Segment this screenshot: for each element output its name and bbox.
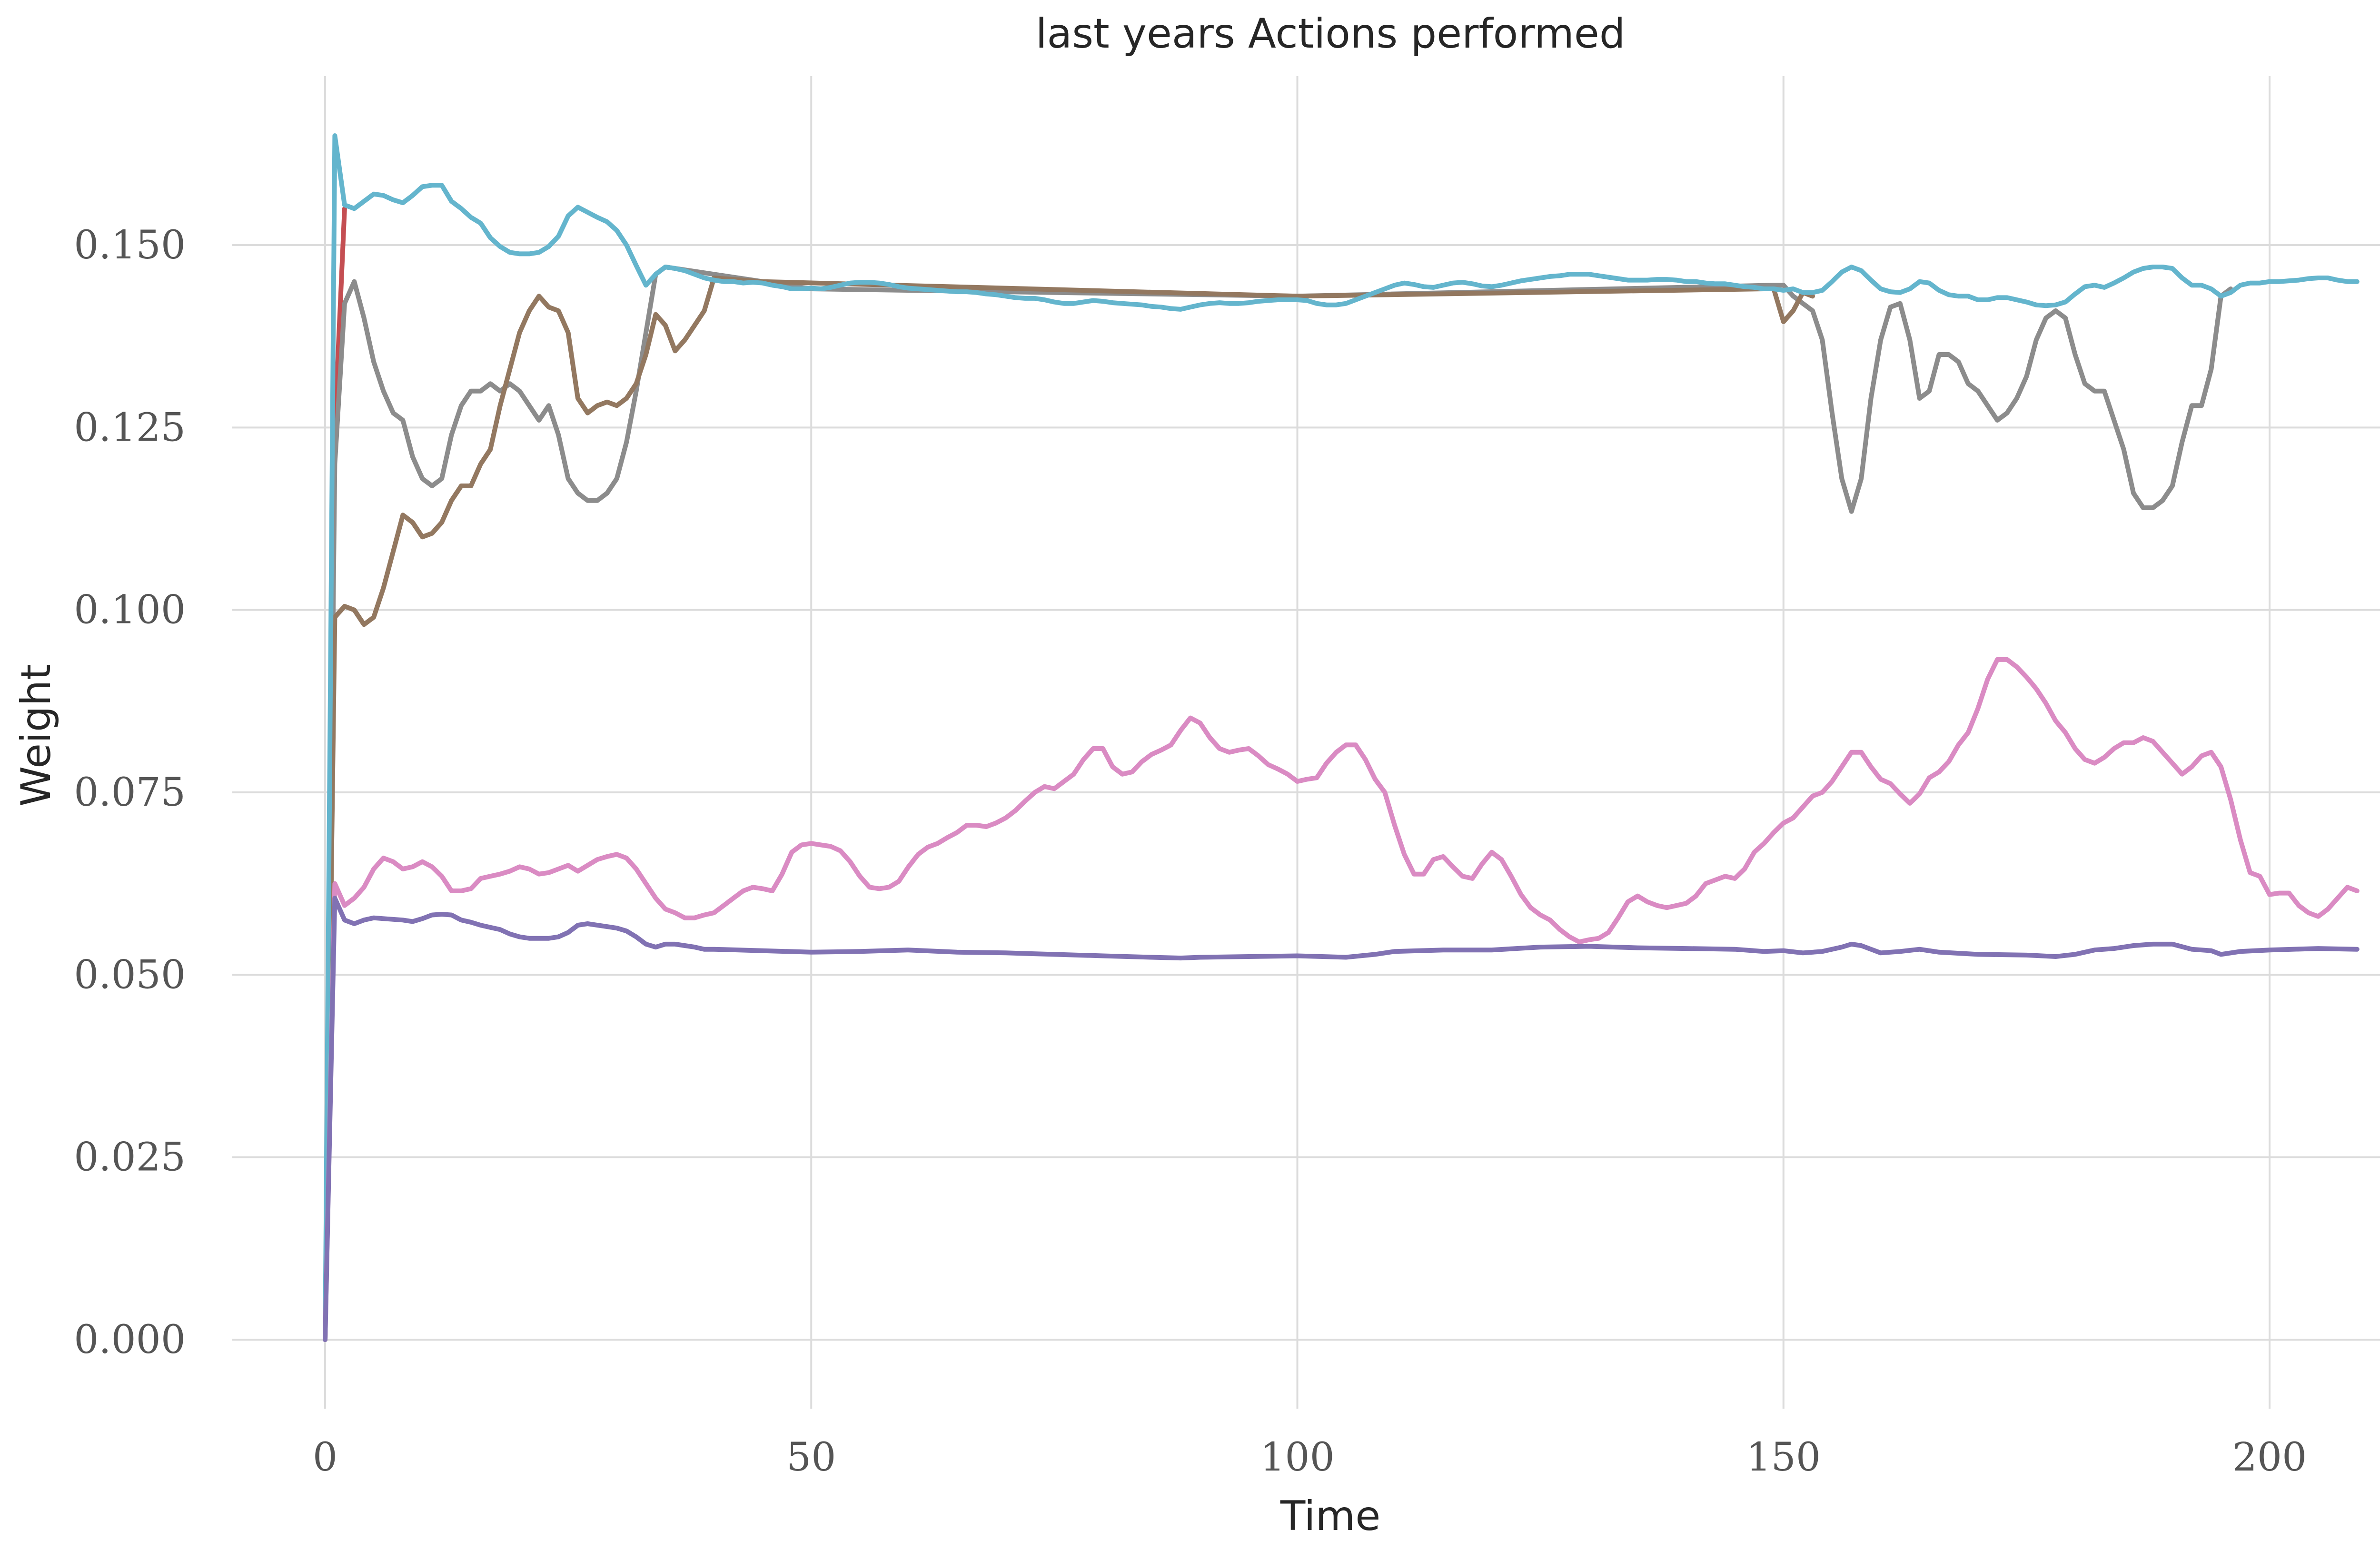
series-line-4 — [323, 133, 2360, 1342]
x-tick-label: 200 — [2232, 1435, 2307, 1480]
y-tick-label: 0.050 — [74, 952, 186, 997]
y-tick-label: 0.075 — [74, 770, 186, 815]
series-line-5 — [323, 657, 2360, 1342]
y-tick-label: 0.025 — [74, 1135, 186, 1180]
y-axis-label: Weight — [12, 664, 60, 807]
series-line-6 — [323, 896, 2360, 1342]
series-line-2 — [323, 265, 2233, 1342]
gridlines — [232, 76, 2380, 1409]
y-tick-label: 0.100 — [74, 588, 186, 633]
y-tick-label: 0.125 — [74, 405, 186, 450]
y-tick-label: 0.000 — [74, 1317, 186, 1362]
x-tick-label: 100 — [1260, 1435, 1335, 1480]
x-tick-label: 0 — [313, 1435, 337, 1480]
y-tick-label: 0.150 — [74, 223, 186, 268]
tick-labels: 0.000 0.025 0.050 0.075 0.100 0.125 0.150 0 50 10… — [74, 223, 2307, 1480]
series-lines — [323, 133, 2360, 1342]
x-tick-label: 50 — [786, 1435, 836, 1480]
x-tick-label: 150 — [1746, 1435, 1821, 1480]
chart-title: last years Actions performed — [1036, 10, 1626, 58]
x-axis-label: Time — [1280, 1492, 1380, 1540]
